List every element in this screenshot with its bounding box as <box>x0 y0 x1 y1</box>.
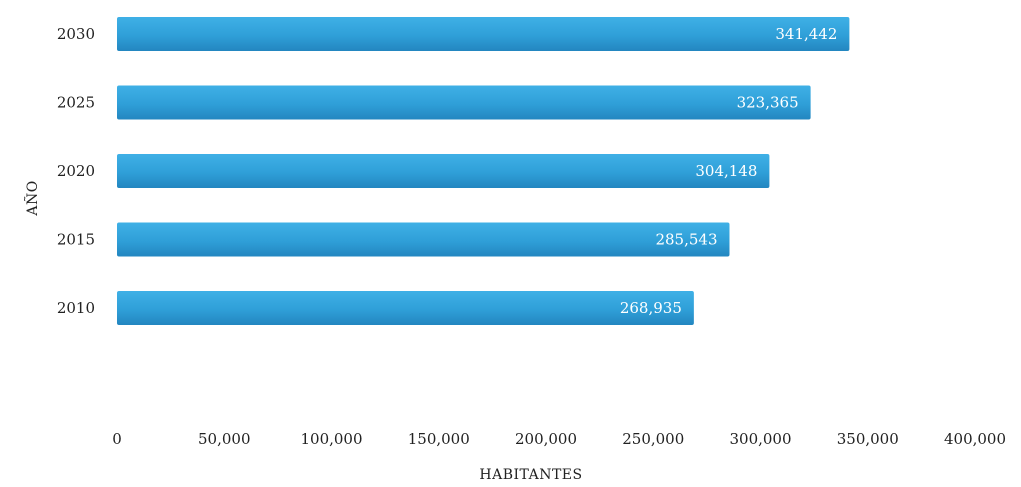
x-axis-tick-labels: 0 50,000 100,000 150,000 200,000 250,000 300,0… <box>112 430 1006 448</box>
bar-2015 <box>117 222 730 257</box>
data-label-2010: 268,935 <box>620 299 682 317</box>
category-label-2015: 2015 <box>57 231 95 249</box>
x-tick-label: 50,000 <box>198 430 251 448</box>
bar-2030 <box>117 17 850 51</box>
category-label-2025: 2025 <box>57 94 95 112</box>
bar-2010 <box>117 291 694 325</box>
x-tick-label: 350,000 <box>837 430 899 448</box>
data-label-2020: 304,148 <box>695 162 757 180</box>
bars-layer <box>117 17 850 325</box>
x-axis-title: HABITANTES <box>479 467 582 483</box>
data-labels-layer: 341,442 323,365 304,148 285,543 268,935 <box>620 25 838 317</box>
data-label-2030: 341,442 <box>775 25 837 43</box>
category-label-2030: 2030 <box>57 25 95 43</box>
category-label-2010: 2010 <box>57 299 95 317</box>
y-axis-category-labels: 2030 2025 2020 2015 2010 <box>57 25 95 317</box>
bar-2020 <box>117 154 770 188</box>
x-tick-label: 400,000 <box>944 430 1006 448</box>
y-axis-title: AÑO <box>23 180 41 216</box>
x-tick-label: 0 <box>112 430 122 448</box>
x-tick-label: 200,000 <box>515 430 577 448</box>
bar-2025 <box>117 85 811 120</box>
data-label-2015: 285,543 <box>655 231 717 249</box>
x-tick-label: 100,000 <box>300 430 362 448</box>
x-tick-label: 150,000 <box>408 430 470 448</box>
data-label-2025: 323,365 <box>737 94 799 112</box>
x-tick-label: 250,000 <box>622 430 684 448</box>
category-label-2020: 2020 <box>57 162 95 180</box>
x-tick-label: 300,000 <box>729 430 791 448</box>
